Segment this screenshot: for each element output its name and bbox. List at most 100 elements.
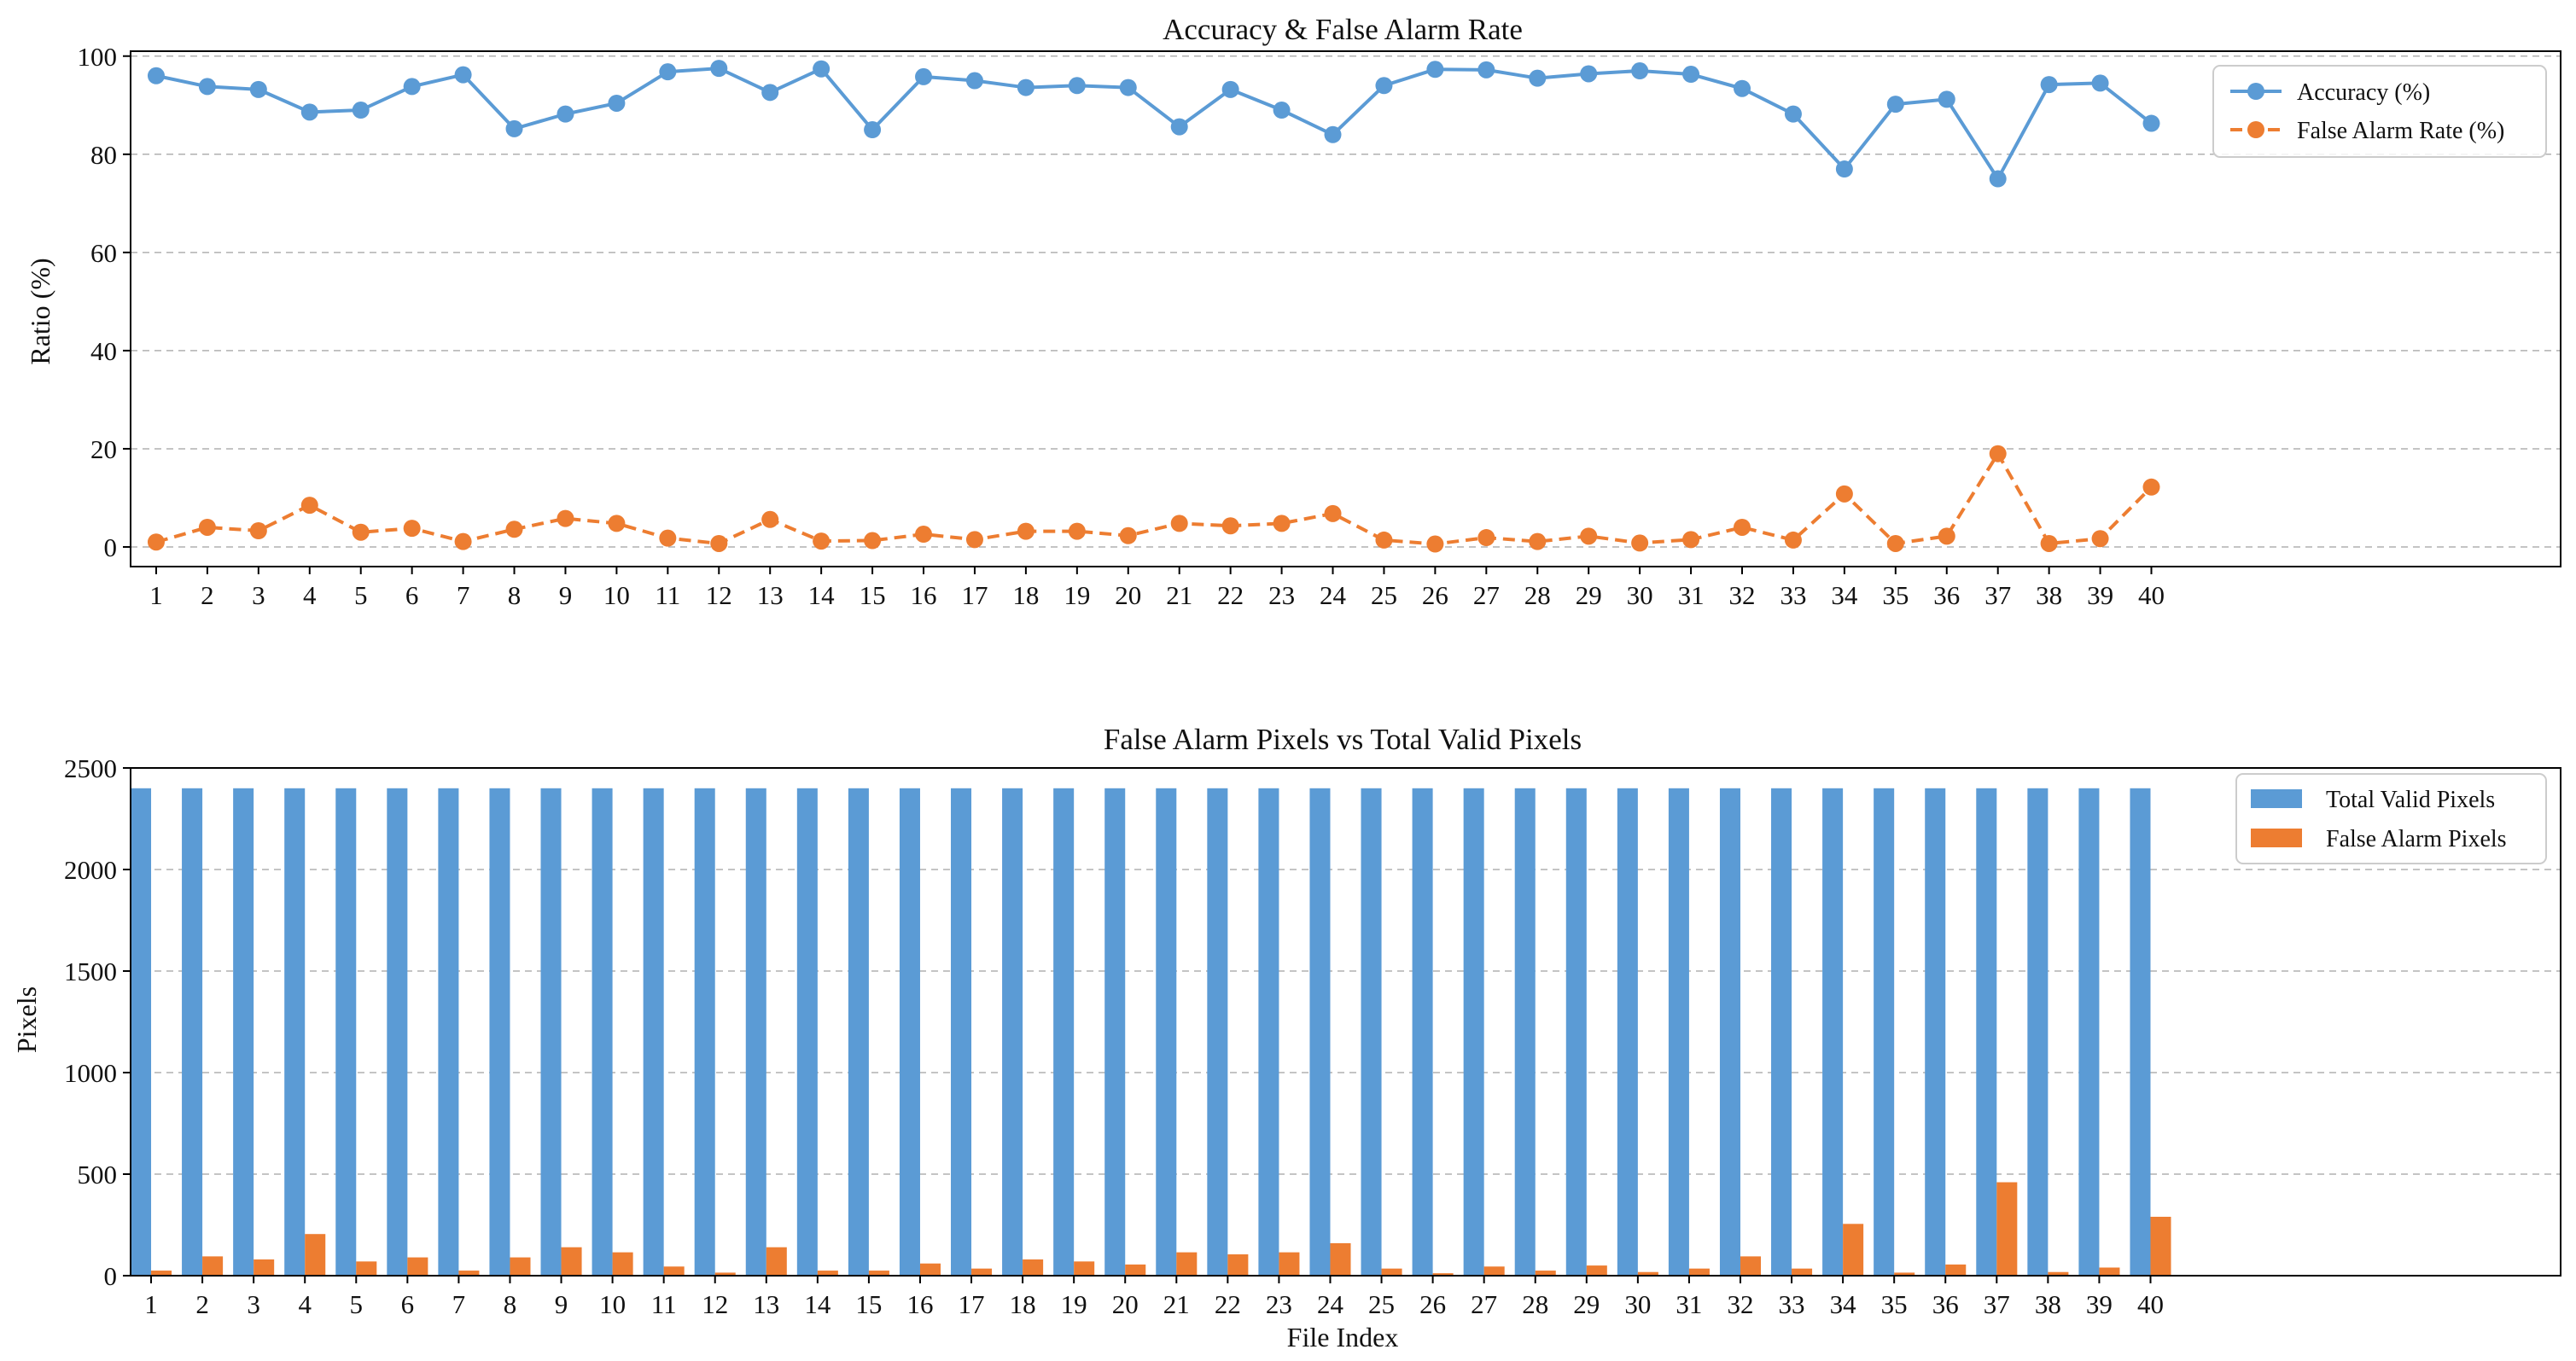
accuracy-point [300, 103, 318, 121]
false-alarm-rate-point [1068, 522, 1086, 540]
false-alarm-pixels-bar [971, 1268, 993, 1276]
false-alarm-rate-point [249, 522, 267, 540]
false-alarm-rate-point [1938, 527, 1955, 545]
accuracy-point [1477, 61, 1495, 79]
total-valid-pixels-bar [1514, 788, 1536, 1276]
false-alarm-pixels-bar [1432, 1273, 1454, 1276]
total-valid-pixels-bar [438, 788, 459, 1276]
false-alarm-pixels-bar [714, 1272, 736, 1276]
accuracy-point [1835, 160, 1853, 178]
accuracy-chart-x-tick-label: 1 [149, 580, 163, 610]
accuracy-chart-x-tick-label: 40 [2138, 580, 2165, 610]
pixels-chart-x-tick-label: 2 [195, 1289, 209, 1319]
total-valid-pixels-bar [1361, 788, 1382, 1276]
accuracy-point [1631, 62, 1649, 80]
total-valid-pixels-bar [1207, 788, 1228, 1276]
accuracy-series-line [155, 67, 2153, 181]
pixels-chart-x-tick-label: 5 [350, 1289, 364, 1319]
accuracy-chart-x-tick-label: 21 [1166, 580, 1192, 610]
pixels-chart-x-tick-label: 13 [753, 1289, 779, 1319]
accuracy-chart-x-tick-label: 8 [508, 580, 522, 610]
pixels-chart-y-tick-label: 2500 [64, 753, 117, 783]
accuracy-chart-y-tick-label: 40 [90, 336, 117, 366]
accuracy-chart-series [147, 60, 2160, 553]
total-valid-pixels-bar [2130, 788, 2151, 1276]
accuracy-chart-legend-box [2212, 65, 2547, 158]
pixels-chart-x-tick-label: 29 [1573, 1289, 1600, 1319]
false-alarm-pixels-bar [1330, 1242, 1351, 1276]
pixels-chart-x-tick-label: 1 [144, 1289, 158, 1319]
accuracy-chart-x-tick-label: 5 [354, 580, 368, 610]
false-alarm-rate-point [659, 529, 677, 547]
accuracy-chart-x-tick-label: 39 [2087, 580, 2113, 610]
accuracy-point [505, 119, 523, 137]
total-valid-pixels-bar [1976, 788, 1997, 1276]
pixels-chart-x-tick-label: 15 [855, 1289, 882, 1319]
pixels-chart-bars [131, 788, 2171, 1276]
pixels-chart-x-tick-label: 30 [1624, 1289, 1651, 1319]
accuracy-chart-x-tick-label: 4 [303, 580, 317, 610]
accuracy-point [1784, 105, 1802, 123]
total-valid-pixels-bar [489, 788, 510, 1276]
accuracy-chart-y-ticks: 0 20 40 60 80 100 [78, 42, 131, 562]
pixels-chart-x-tick-label: 26 [1419, 1289, 1446, 1319]
false-alarm-pixels-bar [1023, 1259, 1044, 1276]
false-alarm-pixels-bar [1843, 1224, 1864, 1276]
false-alarm-pixels-bar [1996, 1182, 2018, 1276]
accuracy-chart-x-tick-label: 25 [1371, 580, 1397, 610]
pixels-chart-x-tick-label: 12 [702, 1289, 728, 1319]
total-valid-pixels-bar [899, 788, 920, 1276]
accuracy-point [1273, 102, 1291, 119]
total-valid-pixels-bar [1565, 788, 1587, 1276]
false-alarm-pixels-bar [2150, 1216, 2171, 1276]
total-valid-pixels-bar [1719, 788, 1740, 1276]
pixels-chart-title: False Alarm Pixels vs Total Valid Pixels [1104, 723, 1582, 756]
pixels-chart-x-tick-label: 23 [1266, 1289, 1292, 1319]
pixels-chart-x-tick-label: 16 [906, 1289, 933, 1319]
false-alarm-pixels-bar [817, 1271, 838, 1276]
false-alarm-rate-point [1477, 529, 1495, 547]
accuracy-point [965, 72, 983, 90]
accuracy-chart-x-tick-label: 11 [655, 580, 680, 610]
false-alarm-pixels-bar [202, 1256, 224, 1276]
total-valid-pixels-bar [1668, 788, 1689, 1276]
accuracy-point [403, 78, 421, 96]
false-alarm-pixels-bar [1586, 1265, 1607, 1276]
pixels-chart-x-tick-label: 7 [452, 1289, 466, 1319]
legend-false-alarm-rate-label: False Alarm Rate (%) [2297, 118, 2504, 144]
total-valid-pixels-bar [848, 788, 869, 1276]
false-alarm-pixels-bar [510, 1257, 531, 1276]
accuracy-point [1119, 79, 1137, 96]
pixels-chart-x-tick-label: 17 [959, 1289, 985, 1319]
pixels-chart-x-tick-label: 39 [2086, 1289, 2113, 1319]
accuracy-point [2142, 114, 2160, 132]
accuracy-chart-x-tick-label: 14 [808, 580, 836, 610]
pixels-chart-x-tick-label: 24 [1317, 1289, 1344, 1319]
pixels-chart-y-ticks: 0 500 1000 1500 2000 2500 [64, 753, 131, 1291]
false-alarm-rate-point [915, 526, 933, 544]
pixels-chart-legend: Total Valid Pixels False Alarm Pixels [2235, 773, 2547, 864]
accuracy-chart-x-tick-label: 13 [757, 580, 784, 610]
accuracy-point [1938, 90, 1955, 108]
total-valid-pixels-bar [694, 788, 715, 1276]
total-valid-pixels-bar [284, 788, 306, 1276]
accuracy-chart-x-ticks: 1 2 3 4 5 6 7 8 9 10 11 12 13 14 15 16 17 18 19 20 21 22 23 24 2… [149, 567, 2165, 610]
pixels-chart-legend-box [2235, 773, 2547, 864]
pixels-chart-x-tick-label: 25 [1368, 1289, 1395, 1319]
accuracy-chart-x-tick-label: 22 [1217, 580, 1244, 610]
accuracy-chart-x-tick-label: 36 [1933, 580, 1960, 610]
legend-total-valid-pixels-label: Total Valid Pixels [2326, 787, 2495, 813]
total-valid-pixels-bar [745, 788, 766, 1276]
false-alarm-rate-series-line [155, 451, 2153, 546]
total-valid-pixels-bar [1925, 788, 1946, 1276]
false-alarm-pixels-bar [1279, 1252, 1300, 1276]
accuracy-chart-x-tick-label: 31 [1678, 580, 1705, 610]
pixels-chart-y-tick-label: 1500 [64, 957, 117, 986]
pixels-chart-x-tick-label: 10 [599, 1289, 626, 1319]
false-alarm-rate-point [147, 533, 165, 551]
accuracy-chart-x-tick-label: 38 [2036, 580, 2062, 610]
false-alarm-rate-point [352, 523, 370, 541]
accuracy-chart-y-tick-label: 20 [90, 434, 117, 464]
accuracy-chart-x-tick-label: 24 [1320, 580, 1347, 610]
accuracy-chart-x-tick-label: 33 [1780, 580, 1806, 610]
